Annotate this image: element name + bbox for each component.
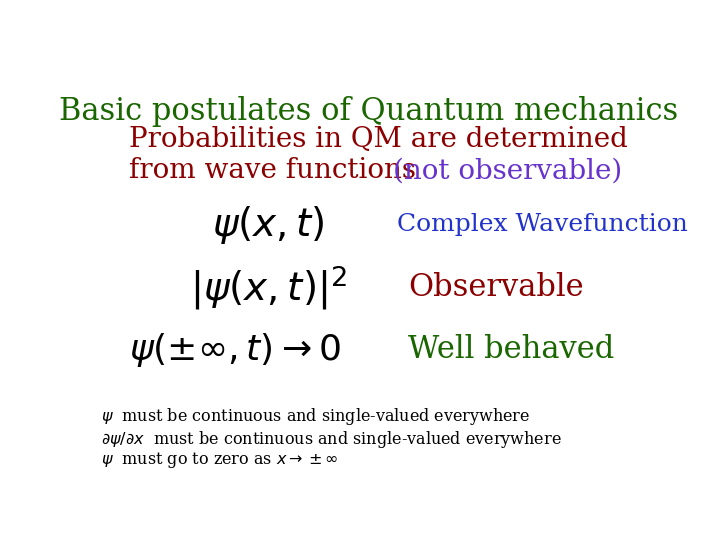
Text: Probabilities in QM are determined: Probabilities in QM are determined xyxy=(129,126,628,153)
Text: $\psi(\pm\infty,t)\rightarrow 0$: $\psi(\pm\infty,t)\rightarrow 0$ xyxy=(129,330,341,369)
Text: Observable: Observable xyxy=(408,272,584,303)
Text: $\psi$  must go to zero as $x \rightarrow \pm\infty$: $\psi$ must go to zero as $x \rightarrow… xyxy=(101,450,338,470)
Text: from wave functions: from wave functions xyxy=(129,157,425,184)
Text: $\psi$  must be continuous and single-valued everywhere: $\psi$ must be continuous and single-val… xyxy=(101,406,531,427)
Text: Basic postulates of Quantum mechanics: Basic postulates of Quantum mechanics xyxy=(59,96,679,127)
Text: Complex Wavefunction: Complex Wavefunction xyxy=(397,213,688,237)
Text: (not observable): (not observable) xyxy=(393,157,622,184)
Text: $|\psi(x,t)|^2$: $|\psi(x,t)|^2$ xyxy=(190,263,347,312)
Text: Well behaved: Well behaved xyxy=(408,334,614,365)
Text: $\psi(x,t)$: $\psi(x,t)$ xyxy=(212,204,325,246)
Text: $\partial\psi/\partial x$  must be continuous and single-valued everywhere: $\partial\psi/\partial x$ must be contin… xyxy=(101,429,562,449)
